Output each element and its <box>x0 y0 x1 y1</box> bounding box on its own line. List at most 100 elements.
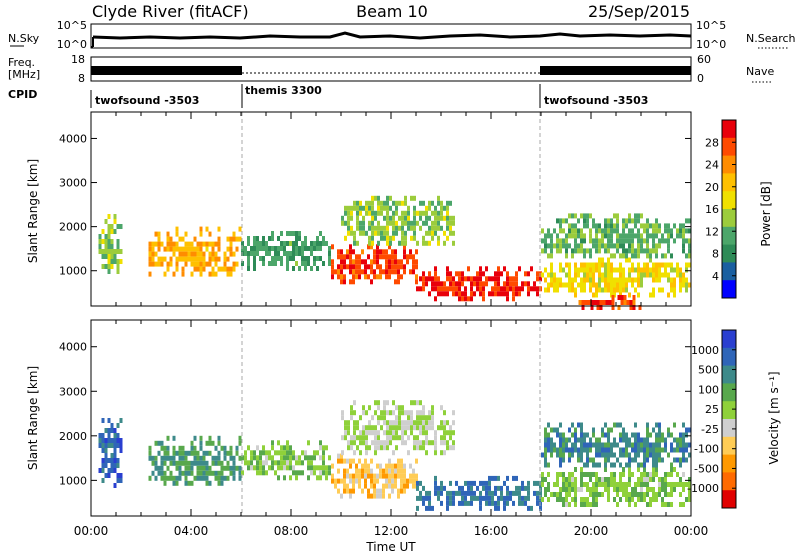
cpid-label: CPID <box>8 88 37 101</box>
x-tick-label-2: 08:00 <box>274 524 309 538</box>
freq-tick-top: 18 <box>71 53 85 66</box>
velocity-colorbar-swatch-3 <box>722 383 736 402</box>
velocity-colorbar: 1000 500 100 25 -25 -100 -500 -1000 <box>687 329 737 509</box>
cpid-segment-1: twofsound -3503 <box>95 94 199 107</box>
nsky-label: N.Sky <box>8 32 40 45</box>
velocity-region-6 <box>416 475 542 511</box>
velocity-region-4 <box>331 453 418 499</box>
power-region-6 <box>416 266 542 302</box>
power-colorbar-swatch-8 <box>722 262 736 281</box>
power-colorbar-tick-label-1: 24 <box>705 159 719 172</box>
velocity-region-8 <box>541 422 691 468</box>
power-ytick-label-1: 2000 <box>59 221 87 234</box>
velocity-axes: 1000 2000 3000 4000 <box>59 320 692 516</box>
cpid-segment-3: twofsound -3503 <box>544 94 648 107</box>
power-ytick-label-3: 4000 <box>59 132 87 145</box>
x-tick-label-1: 04:00 <box>174 524 209 538</box>
x-tick-label-3: 12:00 <box>374 524 409 538</box>
power-colorbar: 28 24 20 16 12 8 4 <box>705 119 737 299</box>
power-region-3 <box>241 231 331 271</box>
velocity-colorbar-tick-label-7: -1000 <box>687 482 719 495</box>
velocity-data-layer <box>98 400 691 511</box>
freq-unit: [MHz] <box>8 68 40 81</box>
x-axis: 00:00 04:00 08:00 12:00 16:00 20:00 00:00 <box>74 524 709 538</box>
velocity-colorbar-tick-label-5: -100 <box>694 443 719 456</box>
power-axes: 1000 2000 3000 4000 <box>59 112 692 306</box>
velocity-colorbar-swatch-2 <box>722 365 736 384</box>
power-colorbar-tick-label-2: 20 <box>705 181 719 194</box>
velocity-colorbar-tick-label-1: 500 <box>698 364 719 377</box>
power-region-9 <box>578 295 642 310</box>
power-colorbar-tick-label-5: 8 <box>712 248 719 261</box>
power-ylabel: Slant Range [km] <box>26 159 40 263</box>
date-title: 25/Sep/2015 <box>588 2 690 21</box>
x-tick-label-5: 20:00 <box>574 524 609 538</box>
nsky-tick-bottom: 10^0 <box>57 38 87 51</box>
velocity-ytick-label-3: 4000 <box>59 341 87 354</box>
velocity-region-3 <box>241 440 331 481</box>
power-colorbar-tick-label-3: 16 <box>705 203 719 216</box>
freq-label: Freq. <box>8 56 35 69</box>
nave-label: Nave <box>746 65 774 78</box>
velocity-colorbar-label: Velocity [m s⁻¹] <box>767 371 781 464</box>
power-colorbar-swatch-2 <box>722 155 736 174</box>
velocity-colorbar-swatch-0 <box>722 330 736 349</box>
velocity-colorbar-swatch-4 <box>722 401 736 420</box>
beam-title: Beam 10 <box>356 2 428 21</box>
power-region-4 <box>331 244 418 285</box>
velocity-colorbar-swatch-7 <box>722 454 736 473</box>
velocity-ytick-label-1: 2000 <box>59 430 87 443</box>
cpid-segment-2: themis 3300 <box>245 84 322 97</box>
power-region-8 <box>541 213 691 259</box>
velocity-region-1 <box>98 418 123 488</box>
x-tick-label-4: 16:00 <box>474 524 509 538</box>
freq-trace <box>91 66 691 75</box>
power-colorbar-swatch-6 <box>722 226 736 246</box>
velocity-ylabel: Slant Range [km] <box>26 366 40 470</box>
nsearch-tick-bottom: 10^0 <box>696 38 726 51</box>
nsearch-tick-top: 10^5 <box>696 19 726 32</box>
power-colorbar-tick-label-0: 28 <box>705 136 719 149</box>
velocity-region-5 <box>341 400 455 456</box>
power-region-7 <box>541 257 691 298</box>
power-colorbar-tick-label-6: 4 <box>712 270 719 283</box>
x-axis-title: Time UT <box>365 540 416 554</box>
velocity-region-2 <box>148 435 242 486</box>
x-tick-label-6: 00:00 <box>674 524 709 538</box>
power-colorbar-swatch-7 <box>722 244 736 263</box>
velocity-region-7 <box>541 467 691 507</box>
power-region-1 <box>98 214 123 274</box>
velocity-colorbar-swatch-6 <box>722 436 736 456</box>
x-tick-label-0: 00:00 <box>74 524 109 538</box>
velocity-ytick-label-2: 3000 <box>59 385 87 398</box>
velocity-colorbar-tick-label-4: -25 <box>701 423 719 436</box>
nsky-trace <box>91 31 692 48</box>
power-region-2 <box>148 226 242 277</box>
velocity-colorbar-tick-label-3: 25 <box>705 403 719 416</box>
velocity-ytick-label-0: 1000 <box>59 474 87 487</box>
velocity-colorbar-swatch-8 <box>722 472 736 491</box>
freq-tick-bottom: 8 <box>78 72 85 85</box>
velocity-colorbar-swatch-9 <box>722 490 736 509</box>
nave-tick-bottom: 0 <box>697 72 704 85</box>
power-colorbar-tick-label-4: 12 <box>705 225 719 238</box>
velocity-colorbar-tick-label-2: 100 <box>698 383 719 396</box>
power-colorbar-swatch-0 <box>722 120 736 139</box>
power-data-layer <box>98 195 691 310</box>
power-colorbar-label: Power [dB] <box>759 181 773 246</box>
station-title: Clyde River (fitACF) <box>92 2 249 21</box>
power-colorbar-swatch-1 <box>722 137 736 157</box>
velocity-colorbar-frame <box>721 329 737 509</box>
power-colorbar-swatch-5 <box>722 209 736 228</box>
power-ytick-label-0: 1000 <box>59 265 87 278</box>
nsearch-label: N.Search <box>746 32 796 45</box>
power-ytick-label-2: 3000 <box>59 177 87 190</box>
velocity-colorbar-swatch-5 <box>722 419 736 438</box>
power-colorbar-swatch-4 <box>722 191 736 210</box>
velocity-colorbar-swatch-1 <box>722 347 736 367</box>
power-region-5 <box>341 195 455 246</box>
nsky-tick-top: 10^5 <box>57 19 87 32</box>
velocity-colorbar-tick-label-6: -500 <box>694 462 719 475</box>
nave-tick-top: 60 <box>697 53 711 66</box>
